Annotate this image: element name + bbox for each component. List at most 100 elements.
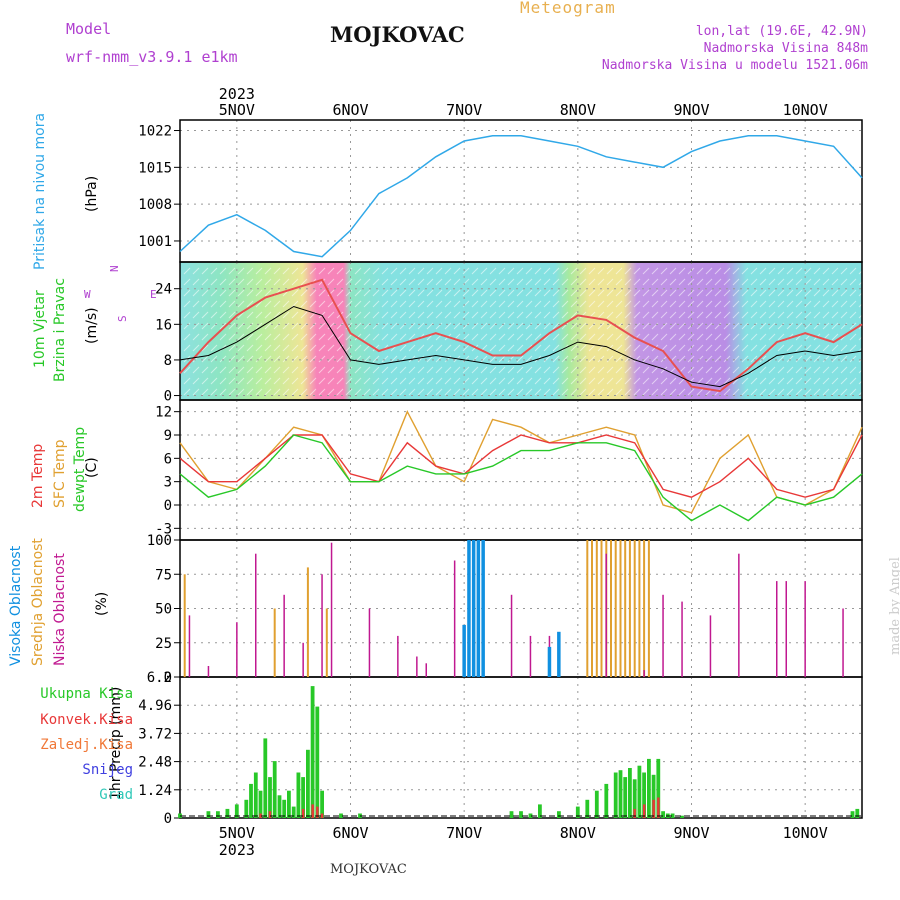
total-precip-bar [613,772,618,818]
total-precip-bar [651,774,656,818]
wind-arrow [507,322,515,330]
wind-arrow [471,366,479,374]
wind-arrow [408,322,416,330]
wind-arrow [534,322,542,330]
wind-arrow [714,311,722,319]
wind-arrow [354,377,362,385]
wind-arrow [192,366,200,374]
wind-arrow [471,333,479,341]
total-precip-bar [287,790,291,818]
wind-arrow [813,377,821,385]
wind-arrow [759,377,767,385]
wind-arrow [192,311,200,319]
conv-precip-bar [259,813,262,818]
low-cloud-bar [605,553,607,677]
low-cloud-bar [804,581,806,677]
wind-arrow [228,388,236,396]
wind-arrow [255,344,263,352]
wind-arrow [381,333,389,341]
wind-arrow [687,355,695,363]
wind-arrow [714,355,722,363]
year-label-top: 2023 [219,85,255,103]
wind-arrow [426,289,434,297]
wind-arrow [822,355,830,363]
wind-arrow [660,388,668,396]
wind-arrow [273,267,281,275]
wind-arrow [543,366,551,374]
wind-arrow [381,355,389,363]
wind-arrow [831,388,839,396]
wind-arrow [228,289,236,297]
wind-arrow [570,344,578,352]
total-precip-bar [656,758,661,818]
wind-arrow [363,333,371,341]
wind-arrow [300,366,308,374]
wind-arrow [228,366,236,374]
low-cloud-bar [776,581,778,677]
x-date-label-top: 6NOV [332,101,368,119]
wind-arrow [336,278,344,286]
wind-arrow [813,344,821,352]
wind-arrow [507,300,515,308]
wind-arrow [795,377,803,385]
wind-arrow [849,322,857,330]
wind-arrow [408,388,416,396]
compass-e: E [150,288,157,301]
wind-arrow [300,267,308,275]
wind-arrow [246,355,254,363]
total-precip-bar [263,738,268,818]
wind-arrow [687,289,695,297]
wind-arrow [669,289,677,297]
wind-arrow [507,267,515,275]
wind-arrow [543,322,551,330]
dewpt-line [179,434,863,522]
wind-arrow [426,344,434,352]
wind-arrow [750,344,758,352]
wind-arrow [723,289,731,297]
wind-arrow [219,322,227,330]
wind-arrow [264,355,272,363]
wind-arrow [714,344,722,352]
wind-arrow [822,377,830,385]
wind-arrow [381,267,389,275]
wind-arrow [696,311,704,319]
wind-arrow [246,388,254,396]
wind-arrow [705,278,713,286]
wind-arrow [282,355,290,363]
wind-arrow [579,355,587,363]
wind-arrow [309,344,317,352]
wind-arrow [813,267,821,275]
wind-arrow [255,388,263,396]
mid-cloud-bar [591,540,593,677]
wind-arrow [678,333,686,341]
wind-arrow [624,366,632,374]
wind-arrow [534,278,542,286]
wind-arrow [534,366,542,374]
total-precip-bar [339,813,343,818]
wind-arrow [426,366,434,374]
wind-arrow [471,388,479,396]
wind-arrow [471,322,479,330]
total-precip-bar [291,806,296,818]
total-precip-bar [604,783,609,818]
wind-arrow [849,377,857,385]
mid-cloud-bar [306,567,309,677]
wind-arrow [390,300,398,308]
wind-arrow [237,366,245,374]
wind-arrow [570,366,578,374]
wind-arrow [525,311,533,319]
wind-arrow [624,311,632,319]
wind-arrow [633,388,641,396]
wind-arrow [705,289,713,297]
wind-arrow [642,333,650,341]
low-cloud-bar [681,601,683,677]
wind-arrow [498,311,506,319]
wind-arrow [642,278,650,286]
wind-arrow [237,355,245,363]
wind-arrow [759,278,767,286]
mid-cloud-bar [638,540,641,677]
wind-arrow [579,267,587,275]
wind-arrow [714,366,722,374]
wind-arrow [552,377,560,385]
wind-arrow [237,333,245,341]
